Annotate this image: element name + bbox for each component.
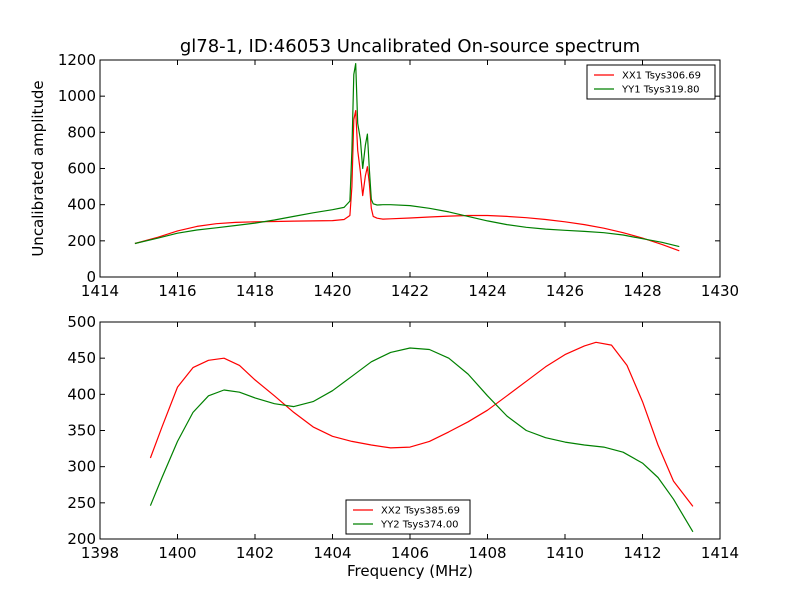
x-tick-label: 1422 [391, 282, 429, 300]
series-line-xx1 [134, 109, 680, 252]
x-tick-label: 1414 [701, 544, 739, 562]
y-tick-label: 500 [67, 313, 96, 331]
y-tick-label: 450 [67, 349, 96, 367]
x-tick-label: 1426 [546, 282, 584, 300]
legend-entry: XX2 Tsys385.69 [381, 506, 460, 517]
series-group [134, 62, 680, 252]
y-tick-label: 300 [67, 458, 96, 476]
x-tick-label: 1412 [623, 544, 661, 562]
legend-entry: XX1 Tsys306.69 [622, 71, 701, 82]
legend: XX2 Tsys385.69 YY2 Tsys374.00 [345, 499, 471, 535]
y-tick-label: 200 [67, 530, 96, 548]
y-tick-label: 600 [67, 160, 96, 178]
y-tick-label: 350 [67, 422, 96, 440]
legend: XX1 Tsys306.69 YY1 Tsys319.80 [586, 64, 716, 100]
series-group [149, 341, 694, 533]
x-tick-label: 1398 [81, 544, 119, 562]
y-tick-label: 800 [67, 123, 96, 141]
x-tick-label: 1430 [701, 282, 739, 300]
y-axis-label: Uncalibrated amplitude [29, 80, 47, 256]
top-spectrum-panel: 1414 1416 1418 1420 1422 1424 1426 1428 1430 0 200… [29, 36, 739, 300]
x-tick-label: 1400 [158, 544, 196, 562]
y-tick-label: 400 [67, 196, 96, 214]
legend-entry: YY2 Tsys374.00 [380, 520, 459, 531]
x-tick-label: 1404 [313, 544, 351, 562]
series-line-yy1 [134, 62, 680, 248]
y-tick-label: 400 [67, 385, 96, 403]
x-tick-label: 1420 [313, 282, 351, 300]
x-tick-label: 1418 [236, 282, 274, 300]
y-tick-label: 250 [67, 494, 96, 512]
x-tick-label: 1406 [391, 544, 429, 562]
x-axis-label: Frequency (MHz) [347, 562, 473, 580]
x-tick-label: 1414 [81, 282, 119, 300]
chart-title: gl78-1, ID:46053 Uncalibrated On-source … [180, 36, 640, 57]
y-tick-label: 1000 [58, 87, 96, 105]
y-tick-label: 1200 [58, 51, 96, 69]
x-tick-label: 1402 [236, 544, 274, 562]
x-tick-label: 1408 [468, 544, 506, 562]
y-tick-label: 0 [86, 268, 96, 286]
y-tick-label: 200 [67, 232, 96, 250]
legend-box [345, 499, 471, 535]
x-tick-label: 1410 [546, 544, 584, 562]
series-line-yy2 [149, 347, 694, 533]
series-line-xx2 [149, 341, 694, 507]
x-tick-label: 1428 [623, 282, 661, 300]
x-tick-label: 1416 [158, 282, 196, 300]
legend-box [586, 64, 716, 100]
x-tick-label: 1424 [468, 282, 506, 300]
bottom-spectrum-panel: 1398 1400 1402 1404 1406 1408 1410 1412 1414 200 2… [67, 313, 739, 580]
legend-entry: YY1 Tsys319.80 [621, 85, 700, 96]
